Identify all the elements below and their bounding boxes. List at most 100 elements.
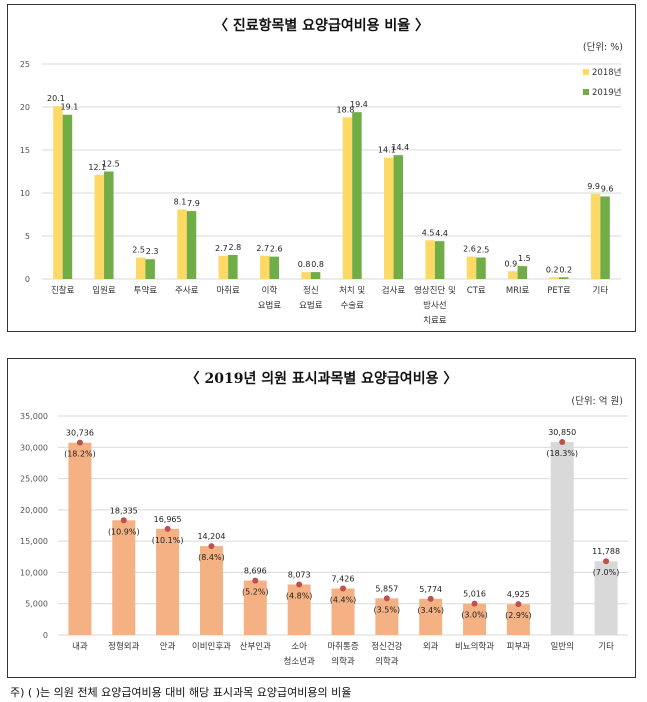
chart1-category-label: 주사료	[175, 286, 199, 296]
chart2-share-label: (3.0%)	[461, 611, 488, 620]
chart2-share-label: (10.1%)	[152, 536, 184, 545]
chart2-bar	[331, 588, 355, 635]
chart1-bar	[434, 241, 445, 279]
chart1-legend-swatch	[583, 89, 589, 95]
chart1-y-tick-label: 0	[25, 275, 30, 284]
chart2-marker	[208, 543, 215, 550]
chart2-share-label: (4.8%)	[286, 591, 313, 600]
chart2-y-tick-label: 30,000	[20, 443, 48, 452]
chart2-y-tick-label: 5,000	[25, 600, 48, 609]
chart1-value-label: 2.6	[270, 245, 283, 254]
chart1-bar	[600, 196, 610, 279]
chart1-value-label: 2.6	[463, 245, 476, 254]
chart1-value-label: 2.5	[477, 246, 490, 255]
chart1-value-label: 7.9	[187, 199, 200, 208]
chart1-value-label: 0.2	[559, 265, 572, 274]
chart2-marker	[296, 581, 303, 588]
chart1-value-label: 12.5	[102, 160, 120, 169]
chart1-value-label: 0.9	[504, 259, 517, 268]
chart1-y-tick-label: 5	[25, 232, 30, 241]
chart1-category-label: 마취료	[216, 286, 240, 296]
chart1-bar	[466, 256, 477, 279]
chart2-plot: 0 5,000 10,000 15,000 20,000 25,000 30,000 35,0…	[20, 412, 628, 667]
chart1-legend-swatch	[583, 69, 589, 75]
chart2-value-label: 8,073	[288, 570, 311, 579]
chart1-bar	[549, 277, 559, 279]
chart2-value-label: 30,736	[66, 429, 94, 438]
chart2-category-label: 외과	[423, 641, 439, 652]
chart1-category-label: MRI료	[506, 286, 530, 296]
chart1-bar	[476, 257, 486, 279]
chart2-bar	[243, 580, 267, 635]
chart1-bar	[62, 114, 73, 280]
chart2-y-tick-label: 10,000	[20, 568, 48, 577]
chart1-value-label: 1.5	[518, 254, 531, 263]
chart2-marker	[340, 585, 346, 592]
chart1-bar	[228, 254, 238, 279]
chart2-bar	[594, 561, 618, 635]
chart1-bar	[135, 257, 146, 279]
chart2-category-label: 소아 청소년과	[284, 641, 315, 667]
chart1-bar	[104, 171, 114, 279]
chart1-value-label: 2.7	[215, 244, 228, 253]
chart1-bar	[352, 112, 362, 279]
chart2-marker	[515, 601, 522, 608]
chart2-bar	[419, 598, 443, 635]
chart1-bar	[393, 155, 404, 279]
chart1-bar	[259, 255, 270, 279]
chart1-value-label: 12.1	[88, 163, 106, 172]
chart2-category-label: 내과	[72, 642, 88, 652]
chart1-bar	[94, 174, 105, 279]
chart2-category-label: 산부인과	[240, 641, 271, 652]
chart1-category-label: 진찰료	[51, 285, 75, 296]
chart1-bar	[517, 266, 528, 279]
chart2-title: 〈 2019년 의원 표시과목별 요양급여비용 〉	[185, 371, 458, 387]
chart1-value-label: 9.9	[587, 182, 600, 191]
chart2-marker	[164, 525, 171, 532]
chart1-bar	[384, 157, 394, 279]
chart2-value-label: 8,696	[244, 567, 267, 576]
chart2-value-label: 7,426	[332, 575, 355, 584]
chart2-share-label: (3.5%)	[374, 605, 401, 614]
chart2-value-label: 11,788	[592, 547, 620, 556]
chart1-value-label: 20.1	[47, 94, 65, 103]
chart1-bar	[558, 277, 569, 279]
chart1-bar	[301, 272, 311, 279]
chart2-bar	[156, 528, 180, 635]
chart2-category-label: 안과	[160, 641, 176, 652]
chart2-y-tick-label: 20,000	[20, 506, 48, 515]
chart2-y-tick-label: 15,000	[20, 537, 48, 546]
chart1-bar	[310, 272, 321, 279]
chart2-marker	[427, 595, 434, 602]
chart2-share-label: (8.4%)	[198, 553, 225, 562]
chart2-bar	[68, 442, 92, 635]
chart1-value-label: 2.3	[146, 247, 159, 256]
chart2-marker	[471, 600, 478, 607]
treatment-item-chart-panel: 〈 진료항목별 요양급여비용 비율 〉 (단위: %) 0 5 10 15 20 25 20…	[7, 4, 636, 332]
chart1-value-label: 8.1	[174, 197, 187, 206]
chart1-unit: (단위: %)	[582, 42, 623, 53]
chart1-category-label: 처치 및 수술료	[339, 285, 365, 311]
chart2-bar	[506, 604, 530, 635]
chart1-value-label: 19.4	[350, 100, 368, 109]
chart2-marker	[383, 595, 390, 602]
chart2-value-label: 18,335	[110, 506, 138, 515]
chart2-marker	[120, 517, 127, 524]
chart2-bar	[287, 584, 311, 635]
chart2-bar	[463, 603, 487, 635]
chart1-y-tick-label: 25	[20, 60, 30, 69]
chart2-share-label: (7.0%)	[593, 568, 620, 577]
chart1-category-label: 이학 요법료	[258, 285, 282, 311]
chart1-bar	[508, 271, 518, 279]
chart1-value-label: 2.8	[228, 243, 241, 252]
chart1-value-label: 14.4	[391, 143, 409, 152]
chart1-bar	[53, 106, 63, 279]
chart1-bar	[186, 211, 197, 279]
chart2-category-label: 일반의	[550, 641, 573, 652]
chart1-value-label: 2.5	[132, 246, 145, 255]
chart2-y-tick-label: 0	[43, 631, 48, 640]
chart1-bar	[177, 209, 187, 279]
chart1-y-tick-label: 15	[20, 146, 30, 155]
chart1-title: 〈 진료항목별 요양급여비용 비율 〉	[214, 18, 429, 34]
